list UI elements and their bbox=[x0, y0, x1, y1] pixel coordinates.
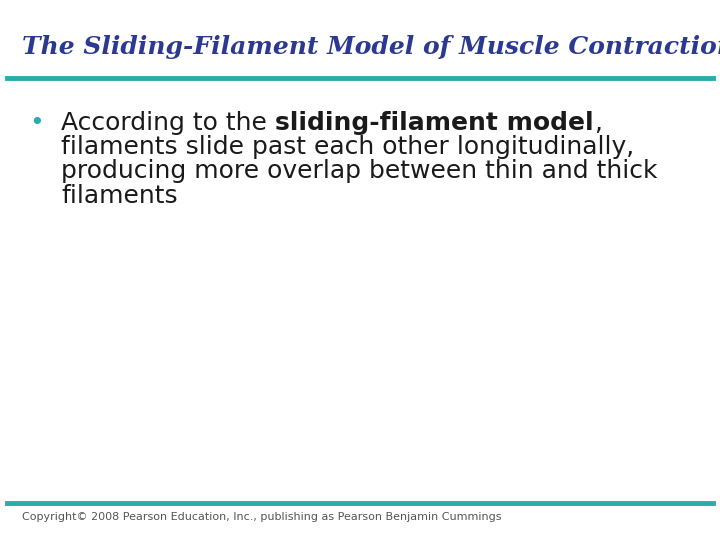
Text: •: • bbox=[29, 111, 43, 134]
Text: According to the: According to the bbox=[61, 111, 275, 134]
Text: sliding-filament model: sliding-filament model bbox=[275, 111, 594, 134]
Text: Copyright© 2008 Pearson Education, Inc., publishing as Pearson Benjamin Cummings: Copyright© 2008 Pearson Education, Inc.,… bbox=[22, 512, 501, 522]
Text: producing more overlap between thin and thick: producing more overlap between thin and … bbox=[61, 159, 657, 183]
Text: filaments: filaments bbox=[61, 184, 178, 207]
Text: The Sliding-Filament Model of Muscle Contraction: The Sliding-Filament Model of Muscle Con… bbox=[22, 35, 720, 59]
Text: ,: , bbox=[594, 111, 602, 134]
Text: filaments slide past each other longitudinally,: filaments slide past each other longitud… bbox=[61, 135, 634, 159]
